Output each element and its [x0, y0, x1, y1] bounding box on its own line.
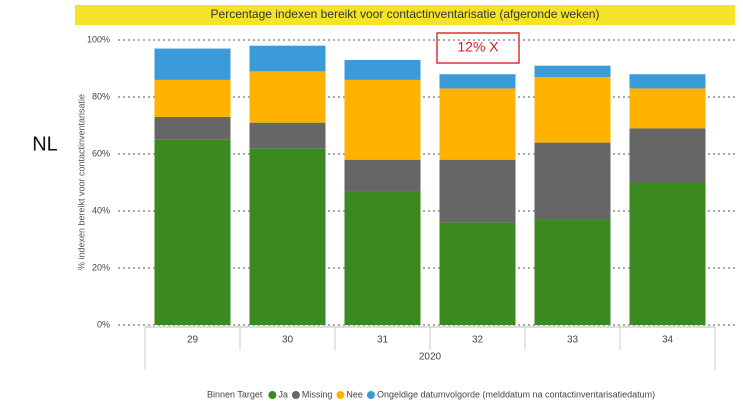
- bar-segment: [154, 139, 231, 325]
- y-tick-label: 100%: [87, 34, 110, 44]
- bar-segment: [249, 45, 326, 72]
- bar-segment: [344, 59, 421, 80]
- legend-marker: [366, 391, 375, 399]
- bar-segment: [154, 48, 231, 80]
- title-bar: [75, 5, 735, 25]
- bar-segment: [534, 219, 611, 325]
- bar-segment: [439, 88, 516, 160]
- legend-marker: [336, 391, 345, 399]
- legend-label: Ongeldige datumvolgorde (melddatum na co…: [377, 389, 655, 399]
- legend-label: Missing: [302, 389, 333, 399]
- bar-segment: [439, 222, 516, 325]
- bar-segment: [439, 159, 516, 223]
- x-tick-label: 30: [282, 335, 294, 346]
- bar-segment: [534, 77, 611, 143]
- bar-segment: [534, 142, 611, 220]
- y-tick-label: 60%: [92, 148, 110, 158]
- legend-marker: [268, 391, 277, 399]
- y-tick-label: 40%: [92, 205, 110, 215]
- y-tick-label: 80%: [92, 91, 110, 101]
- region-label: NL: [32, 133, 58, 155]
- legend-label: Ja: [278, 389, 288, 399]
- bar-segment: [629, 74, 706, 89]
- legend-marker: [291, 391, 300, 399]
- bar-segment: [154, 79, 231, 117]
- y-axis-label: % indexen bereikt voor contactinventaris…: [76, 94, 86, 270]
- x-tick-label: 32: [472, 335, 484, 346]
- bar-segment: [249, 148, 326, 325]
- chart-title: Percentage indexen bereikt voor contacti…: [211, 7, 600, 21]
- bar-segment: [249, 122, 326, 149]
- bar-segment: [344, 191, 421, 325]
- x-axis-label: 2020: [419, 352, 442, 363]
- x-tick-label: 31: [377, 335, 389, 346]
- y-tick-label: 20%: [92, 262, 110, 272]
- bar-segment: [439, 74, 516, 89]
- bar-segment: [344, 79, 421, 160]
- annotation: 12% X: [457, 39, 499, 55]
- bar-segment: [629, 88, 706, 129]
- x-tick-label: 33: [567, 335, 579, 346]
- bar-segment: [344, 159, 421, 192]
- bar-segment: [629, 182, 706, 325]
- y-tick-label: 0%: [97, 319, 110, 329]
- legend-label: Nee: [346, 389, 363, 399]
- bar-segment: [534, 65, 611, 78]
- legend-title: Binnen Target: [207, 389, 263, 399]
- annotation-box: [436, 32, 520, 64]
- x-tick-label: 34: [662, 335, 674, 346]
- bar-segment: [249, 71, 326, 123]
- bar-segment: [629, 128, 706, 183]
- bar-segment: [154, 116, 231, 140]
- x-tick-label: 29: [187, 335, 199, 346]
